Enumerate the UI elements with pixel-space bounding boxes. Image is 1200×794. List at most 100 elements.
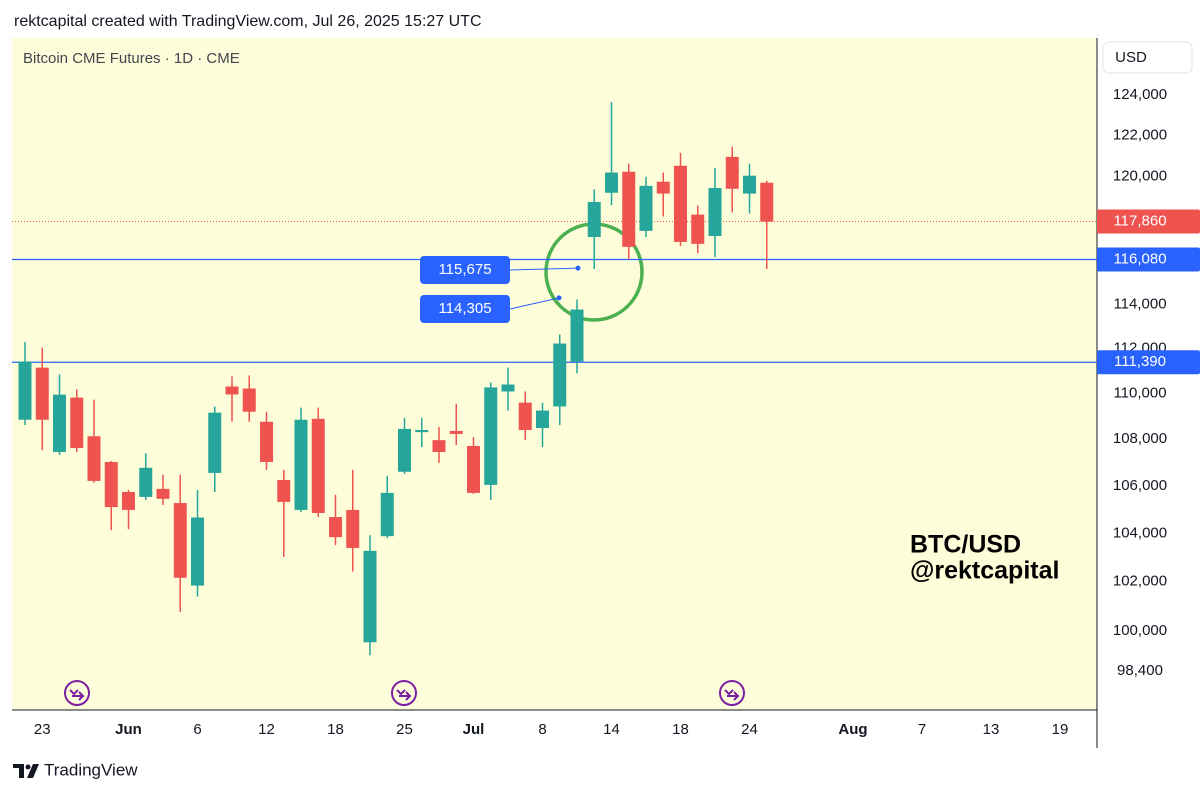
candle-body bbox=[346, 509, 360, 548]
x-tick-label: 12 bbox=[258, 721, 275, 738]
footer: TradingView bbox=[44, 760, 138, 779]
candle-body bbox=[398, 428, 411, 472]
candle-body bbox=[708, 187, 722, 236]
header: rektcapital created with TradingView.com… bbox=[14, 13, 482, 30]
candle-body bbox=[484, 387, 498, 485]
candle-body bbox=[225, 386, 239, 395]
logo-shape bbox=[13, 764, 24, 778]
watermark: BTC/USD bbox=[910, 531, 1021, 559]
candle-body bbox=[139, 467, 153, 497]
candle-body bbox=[53, 394, 66, 452]
event-icon bbox=[719, 680, 745, 706]
candle-body bbox=[536, 410, 549, 428]
level-label: 111,390 bbox=[1114, 353, 1166, 370]
x-tick-label: 6 bbox=[193, 721, 201, 738]
x-tick-label: 7 bbox=[918, 721, 926, 738]
callout-leader bbox=[509, 297, 560, 310]
candle-body bbox=[432, 440, 446, 452]
x-tick-label: 18 bbox=[672, 721, 689, 738]
event-arrow bbox=[69, 689, 85, 701]
event-icons bbox=[64, 680, 745, 706]
y-tick-label: 104,000 bbox=[1113, 524, 1167, 541]
candle-body bbox=[587, 201, 601, 238]
x-tick-label: Aug bbox=[838, 721, 867, 738]
candle-body bbox=[553, 343, 567, 407]
x-tick-label: 24 bbox=[741, 721, 758, 738]
candle-body bbox=[294, 419, 308, 510]
candle-body bbox=[363, 550, 377, 643]
event-arrow bbox=[724, 689, 740, 701]
y-tick-label: 100,000 bbox=[1113, 622, 1167, 639]
symbol-label: Bitcoin CME Futures · 1D · CME bbox=[23, 50, 240, 67]
x-tick-label: 23 bbox=[34, 721, 51, 738]
candle-body bbox=[156, 488, 170, 499]
callout-label: 115,675 bbox=[438, 261, 491, 278]
candle-body bbox=[380, 492, 394, 537]
candle-body bbox=[743, 175, 756, 194]
x-tick-label: 19 bbox=[1052, 721, 1069, 738]
candle-body bbox=[467, 445, 480, 493]
candle-body bbox=[35, 367, 49, 420]
candle-body bbox=[760, 182, 774, 222]
candle-body bbox=[104, 461, 118, 508]
candle-body bbox=[415, 430, 429, 433]
x-tick-label: 14 bbox=[603, 721, 620, 738]
candle-body bbox=[674, 165, 687, 242]
callout-box bbox=[420, 256, 510, 284]
candle-body bbox=[518, 402, 532, 431]
y-tick-label: 120,000 bbox=[1113, 168, 1167, 185]
candle-body bbox=[191, 517, 204, 586]
candle-body bbox=[691, 214, 705, 244]
x-tick-label: Jun bbox=[115, 721, 142, 738]
event-icon bbox=[391, 680, 417, 706]
x-tick-label: 18 bbox=[327, 721, 344, 738]
x-tick-label: Jul bbox=[463, 721, 485, 738]
x-tick-label: 8 bbox=[538, 721, 546, 738]
candle-body bbox=[449, 430, 463, 434]
y-tick-label: 108,000 bbox=[1113, 430, 1167, 447]
level-label-box bbox=[1097, 247, 1200, 272]
candle-body bbox=[277, 479, 291, 502]
callout-point bbox=[575, 265, 581, 271]
x-tick-label: 13 bbox=[983, 721, 1000, 738]
level-label-box bbox=[1097, 350, 1200, 375]
event-arrow bbox=[396, 689, 412, 701]
candle-body bbox=[173, 503, 187, 578]
candle-body bbox=[260, 421, 273, 462]
currency-box bbox=[1102, 41, 1193, 74]
logo bbox=[13, 764, 39, 778]
callout-leader bbox=[509, 267, 579, 271]
candle-body bbox=[329, 517, 342, 538]
candle-body bbox=[122, 491, 135, 510]
x-tick-label: 25 bbox=[396, 721, 413, 738]
candle-body bbox=[622, 171, 636, 247]
candle-body bbox=[87, 436, 101, 481]
y-tick-label: 98,400 bbox=[1117, 662, 1163, 679]
candle-body bbox=[570, 309, 584, 362]
last-price-label: 117,860 bbox=[1113, 213, 1166, 230]
callout-point bbox=[556, 295, 562, 301]
logo-shape bbox=[25, 764, 31, 770]
candle-body bbox=[70, 397, 84, 449]
candle-body bbox=[605, 172, 618, 193]
candle-body bbox=[501, 384, 515, 392]
candle-body bbox=[311, 418, 325, 514]
callout-box bbox=[420, 295, 510, 323]
candle-body bbox=[208, 412, 222, 473]
y-tick-label: 124,000 bbox=[1113, 86, 1167, 103]
candle-body bbox=[18, 361, 32, 420]
currency: USD bbox=[1115, 49, 1147, 66]
watermark: @rektcapital bbox=[910, 557, 1059, 585]
callout-label: 114,305 bbox=[438, 300, 491, 317]
candle-body bbox=[242, 388, 256, 412]
candle-body bbox=[725, 156, 739, 189]
candle-body bbox=[639, 185, 653, 231]
level-label: 116,080 bbox=[1113, 250, 1166, 267]
last-price-label-box bbox=[1097, 209, 1200, 234]
event-icon bbox=[64, 680, 90, 706]
y-tick-label: 102,000 bbox=[1113, 573, 1167, 590]
logo-shape bbox=[27, 764, 39, 778]
y-tick-label: 122,000 bbox=[1113, 127, 1167, 144]
